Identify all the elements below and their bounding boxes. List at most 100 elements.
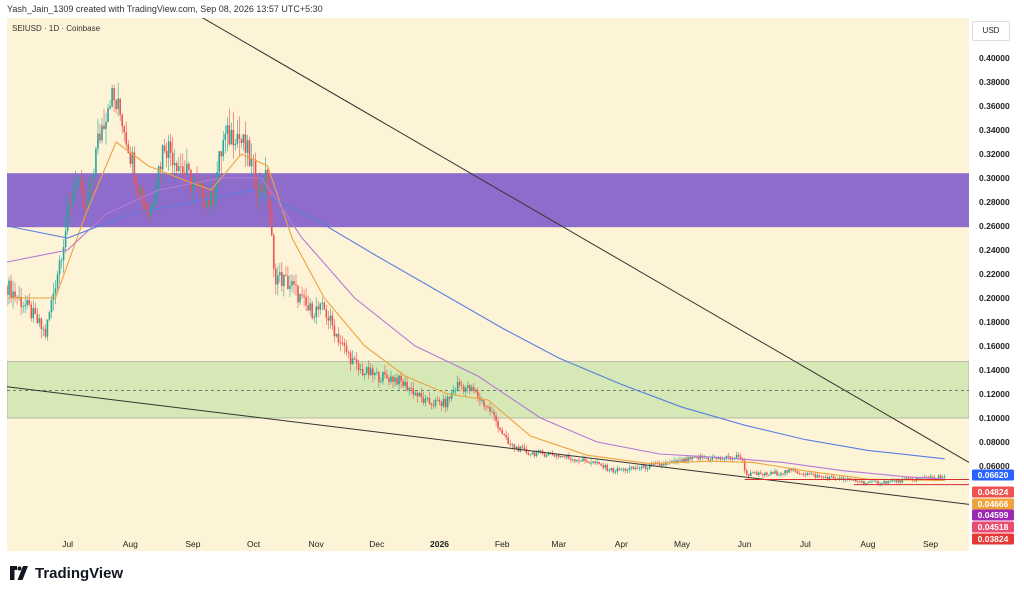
y-tick-label: 0.34000 (979, 125, 1010, 135)
candle-body (941, 477, 944, 479)
candle-body (570, 458, 572, 460)
candle-body (861, 480, 863, 483)
candle-body (572, 459, 574, 461)
tradingview-brand[interactable]: TradingView (8, 563, 123, 583)
candle-body (810, 473, 813, 475)
candle-body (113, 88, 115, 101)
y-tick-label: 0.16000 (979, 341, 1010, 351)
candle-body (52, 293, 55, 300)
candle-body (287, 276, 289, 289)
candle-body (58, 260, 61, 275)
candle-body (681, 459, 683, 463)
candle-body (293, 281, 295, 285)
candle-body (222, 139, 225, 157)
candle-body (515, 446, 518, 449)
candle-body (475, 390, 477, 392)
candle-body (917, 478, 920, 479)
candle-body (153, 198, 156, 205)
candle-body (636, 467, 639, 469)
candle-body (414, 392, 417, 395)
candle-body (285, 274, 287, 277)
candle-body (614, 471, 617, 473)
candle-body (343, 342, 346, 346)
candle-body (531, 452, 534, 454)
candle-body (499, 428, 501, 430)
candle-body (139, 187, 142, 195)
candle-body (242, 134, 245, 143)
chart-credit: Yash_Jain_1309 created with TradingView.… (7, 4, 323, 14)
candle-body (863, 480, 865, 485)
candle-body (32, 308, 35, 319)
candle-body (396, 377, 398, 385)
candle-body (770, 472, 772, 475)
candle-body (125, 132, 128, 145)
candle-body (408, 388, 410, 391)
candle-body (36, 314, 39, 323)
candle-body (602, 465, 604, 468)
candle-body (70, 203, 73, 205)
x-tick-label: Feb (495, 539, 510, 549)
x-tick-label: Aug (123, 539, 138, 549)
candle-body (382, 372, 384, 382)
candle-body (683, 458, 685, 463)
candle-body (141, 187, 144, 203)
y-tick-label: 0.24000 (979, 245, 1010, 255)
candle-body (632, 466, 635, 469)
candle-body (519, 446, 522, 452)
candle-body (200, 182, 202, 186)
candle-body (454, 389, 457, 391)
candle-body (123, 126, 126, 133)
price-chart[interactable]: 0.40000 0.38000 0.36000 0.34000 0.32000 0.300… (7, 18, 1017, 551)
y-tick-label: 0.18000 (979, 317, 1010, 327)
candle-body (755, 472, 758, 475)
candle-body (563, 456, 566, 458)
candle-body (444, 398, 447, 408)
candle-body (89, 179, 91, 200)
x-tick-label: Apr (615, 539, 628, 549)
candle-body (555, 455, 558, 457)
candle-body (661, 463, 663, 466)
candle-body (592, 461, 594, 463)
candle-body (62, 246, 65, 261)
candle-body (764, 472, 766, 476)
candles-layer (7, 82, 946, 487)
y-tick-label: 0.22000 (979, 269, 1010, 279)
candle-body (784, 470, 786, 474)
resistance-zone (7, 173, 969, 228)
candle-body (834, 478, 837, 480)
candle-body (281, 272, 283, 286)
candle-body (72, 190, 75, 204)
candle-body (768, 474, 770, 476)
candle-body (820, 476, 823, 478)
candle-body (214, 190, 216, 203)
candle-body (402, 381, 404, 386)
candle-body (715, 457, 718, 459)
candle-body (798, 473, 801, 474)
candle-body (313, 316, 315, 318)
candle-body (452, 390, 455, 393)
price-tag (972, 498, 1014, 510)
candle-body (725, 455, 728, 459)
candle-body (865, 483, 867, 485)
candle-body (99, 133, 101, 141)
x-tick-label: Nov (309, 539, 325, 549)
y-tick-label: 0.28000 (979, 197, 1010, 207)
currency-button[interactable]: USD (972, 21, 1010, 41)
candle-body (545, 455, 548, 457)
candle-body (254, 159, 257, 189)
x-tick-label: Sep (185, 539, 200, 549)
candle-body (50, 299, 53, 313)
candle-body (192, 183, 194, 191)
x-tick-label: Aug (860, 539, 875, 549)
candle-body (721, 459, 724, 461)
candle-body (157, 166, 160, 187)
candle-body (260, 184, 263, 192)
candle-body (329, 315, 332, 321)
candle-body (758, 472, 760, 475)
candle-body (574, 459, 576, 462)
price-axis-panel (969, 18, 1017, 551)
candle-body (802, 474, 805, 475)
chart-background (7, 18, 1017, 551)
price-tag (972, 533, 1014, 545)
candle-body (226, 125, 229, 134)
